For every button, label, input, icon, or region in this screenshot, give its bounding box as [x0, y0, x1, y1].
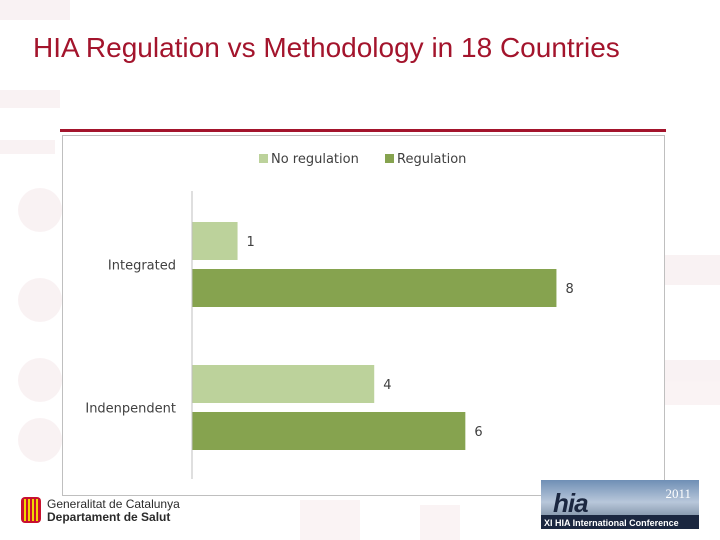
conference-year: 2011	[665, 486, 691, 501]
data-label-0-1: 8	[565, 282, 573, 297]
legend-label-0: No regulation	[271, 152, 359, 167]
bar-1-1	[192, 412, 466, 450]
legend-swatch-1	[385, 154, 394, 163]
conference-strip	[541, 515, 699, 529]
data-label-1-1: 6	[474, 425, 482, 440]
chart-frame: No regulation Regulation Integrated 1 8 Inde…	[62, 135, 665, 496]
org-name-line2: Departament de Salut	[47, 510, 171, 524]
chart-bars: Integrated 1 8 Indenpendent 4 6	[85, 222, 574, 450]
generalitat-emblem-icon	[21, 497, 41, 523]
slide-title: HIA Regulation vs Methodology in 18 Coun…	[33, 32, 620, 63]
conference-label: XI HIA International Conference	[544, 518, 679, 528]
org-name-line1: Generalitat de Catalunya	[47, 497, 180, 511]
data-label-0-0: 1	[247, 235, 255, 250]
conference-logo-text: hia	[553, 488, 589, 518]
title-divider	[60, 129, 666, 132]
generalitat-logo: Generalitat de Catalunya Departament de …	[20, 496, 220, 526]
bar-0-0	[192, 222, 238, 260]
legend-label-1: Regulation	[397, 152, 466, 167]
legend-swatch-0	[259, 154, 268, 163]
bar-0-1	[192, 269, 557, 307]
data-label-1-0: 4	[383, 378, 391, 393]
conference-badge: hia 2011 XI HIA International Conference	[541, 480, 699, 529]
bar-1-0	[192, 365, 375, 403]
category-label-0: Integrated	[108, 259, 176, 274]
category-label-1: Indenpendent	[85, 402, 176, 417]
chart-legend: No regulation Regulation	[259, 152, 466, 167]
bar-chart: No regulation Regulation Integrated 1 8 Inde…	[85, 152, 574, 479]
